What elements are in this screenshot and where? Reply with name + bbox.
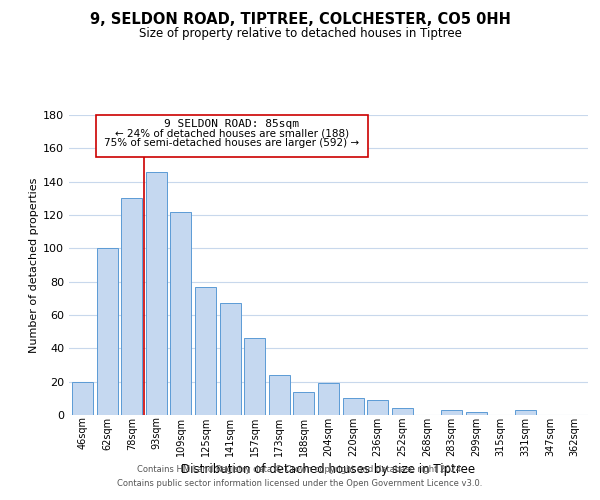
Y-axis label: Number of detached properties: Number of detached properties <box>29 178 39 352</box>
Bar <box>121 198 142 415</box>
Text: 9 SELDON ROAD: 85sqm: 9 SELDON ROAD: 85sqm <box>164 119 299 129</box>
Bar <box>343 398 364 415</box>
X-axis label: Distribution of detached houses by size in Tiptree: Distribution of detached houses by size … <box>181 463 476 476</box>
Bar <box>293 392 314 415</box>
Bar <box>72 382 93 415</box>
Text: 9, SELDON ROAD, TIPTREE, COLCHESTER, CO5 0HH: 9, SELDON ROAD, TIPTREE, COLCHESTER, CO5… <box>89 12 511 28</box>
Bar <box>170 212 191 415</box>
Bar <box>195 286 216 415</box>
Bar <box>367 400 388 415</box>
Bar <box>220 304 241 415</box>
Bar <box>392 408 413 415</box>
Bar <box>244 338 265 415</box>
Bar <box>441 410 462 415</box>
Bar <box>466 412 487 415</box>
Bar <box>97 248 118 415</box>
Text: ← 24% of detached houses are smaller (188): ← 24% of detached houses are smaller (18… <box>115 128 349 138</box>
Bar <box>515 410 536 415</box>
Bar <box>318 384 339 415</box>
Bar <box>269 375 290 415</box>
Bar <box>146 172 167 415</box>
Text: 75% of semi-detached houses are larger (592) →: 75% of semi-detached houses are larger (… <box>104 138 359 148</box>
Text: Contains HM Land Registry data © Crown copyright and database right 2024.
Contai: Contains HM Land Registry data © Crown c… <box>118 466 482 487</box>
Bar <box>96 115 368 156</box>
Text: Size of property relative to detached houses in Tiptree: Size of property relative to detached ho… <box>139 28 461 40</box>
